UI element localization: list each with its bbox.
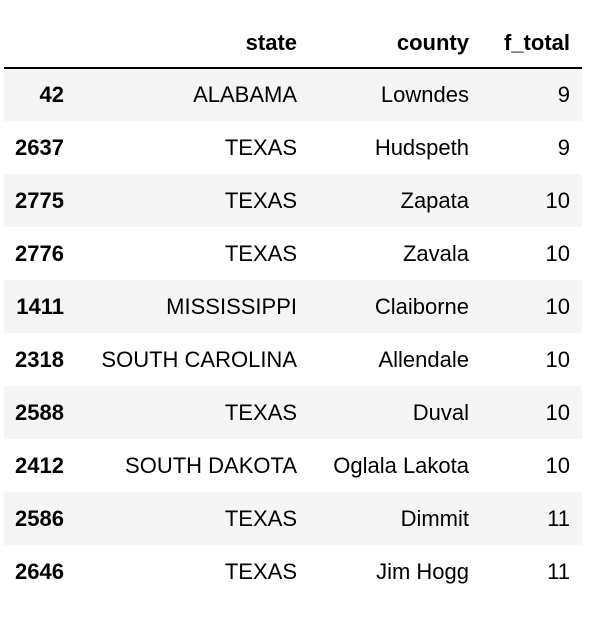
header-row: state county f_total	[4, 18, 582, 69]
table-row: 2775 TEXAS Zapata 10	[4, 174, 582, 227]
dataframe-table: state county f_total 42 ALABAMA Lowndes …	[4, 18, 582, 598]
cell-county: Zavala	[402, 240, 469, 266]
cell-f-total: 9	[557, 134, 570, 160]
row-index: 2646	[15, 558, 64, 584]
table-row: 2412 SOUTH DAKOTA Oglala Lakota 10	[4, 439, 582, 492]
table-row: 2318 SOUTH CAROLINA Allendale 10	[4, 333, 582, 386]
cell-state: SOUTH DAKOTA	[125, 452, 297, 478]
row-index: 2776	[15, 240, 64, 266]
table-row: 2588 TEXAS Duval 10	[4, 386, 582, 439]
row-index: 2586	[15, 505, 64, 531]
header-f-total: f_total	[481, 18, 582, 69]
table-row: 42 ALABAMA Lowndes 9	[4, 68, 582, 121]
cell-f-total: 9	[557, 82, 570, 107]
cell-f-total: 10	[545, 452, 570, 478]
row-index: 2637	[15, 134, 64, 160]
cell-county: Dimmit	[400, 505, 469, 531]
cell-county: Jim Hogg	[376, 558, 469, 584]
table-row: 1411 MISSISSIPPI Claiborne 10	[4, 280, 582, 333]
cell-f-total: 10	[545, 187, 570, 213]
cell-f-total: 10	[545, 399, 570, 425]
cell-state: TEXAS	[224, 558, 297, 584]
cell-county: Claiborne	[374, 293, 469, 319]
cell-state: ALABAMA	[193, 82, 297, 107]
cell-state: TEXAS	[224, 187, 297, 213]
cell-county: Duval	[412, 399, 469, 425]
cell-county: Zapata	[400, 187, 470, 213]
table-body: 42 ALABAMA Lowndes 9 2637 TEXAS Hudspeth…	[4, 68, 582, 598]
cell-state: TEXAS	[224, 240, 297, 266]
header-state: state	[76, 18, 309, 69]
row-index: 2412	[15, 452, 64, 478]
row-index: 2318	[15, 346, 64, 372]
table-row: 2586 TEXAS Dimmit 11	[4, 492, 582, 545]
cell-f-total: 11	[547, 558, 570, 584]
cell-county: Hudspeth	[374, 134, 469, 160]
cell-state: TEXAS	[224, 399, 297, 425]
row-index: 2588	[15, 399, 64, 425]
cell-f-total: 11	[547, 505, 570, 531]
cell-state: SOUTH CAROLINA	[101, 346, 297, 372]
cell-f-total: 10	[545, 293, 570, 319]
header-county: county	[309, 18, 481, 69]
cell-county: Oglala Lakota	[333, 452, 469, 478]
header-index	[4, 18, 76, 69]
cell-state: TEXAS	[224, 134, 297, 160]
table-row: 2776 TEXAS Zavala 10	[4, 227, 582, 280]
table-row: 2637 TEXAS Hudspeth 9	[4, 121, 582, 174]
cell-county: Lowndes	[380, 82, 469, 107]
cell-state: MISSISSIPPI	[166, 293, 297, 319]
table-row: 2646 TEXAS Jim Hogg 11	[4, 545, 582, 598]
row-index: 42	[39, 82, 64, 107]
row-index: 1411	[16, 293, 64, 319]
cell-f-total: 10	[545, 240, 570, 266]
cell-state: TEXAS	[224, 505, 297, 531]
table-header: state county f_total	[4, 18, 582, 69]
row-index: 2775	[15, 187, 64, 213]
cell-county: Allendale	[378, 346, 469, 372]
cell-f-total: 10	[545, 346, 570, 372]
